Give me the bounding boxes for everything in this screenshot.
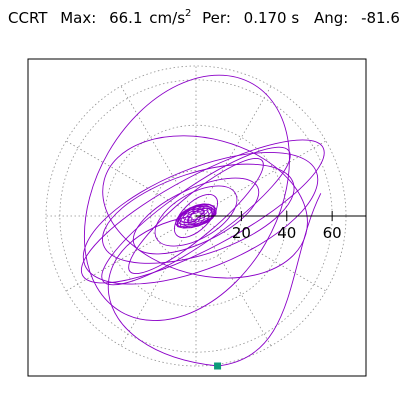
orbit-ellipse-1	[82, 152, 319, 285]
ang-label: Ang:	[313, 9, 349, 27]
peak-marker	[214, 362, 222, 370]
orbit-ellipse-3	[102, 163, 295, 264]
orbit-center-cluster	[175, 203, 217, 229]
grid-spoke-30	[195, 140, 327, 217]
grid-spoke-300	[195, 215, 272, 347]
max-value: 66.1	[109, 9, 143, 27]
grid-spoke-330	[195, 215, 327, 292]
per-value: 0.170 s	[243, 9, 300, 27]
chart-header: CCRT Max: 66.1 cm/s2 Per: 0.170 s Ang: -…	[8, 8, 400, 27]
orbit-peak-loop	[107, 193, 322, 367]
max-unit-exponent: 2	[185, 8, 192, 19]
x-axis-tick-label-1: 40	[277, 224, 296, 242]
grid-spoke-120	[120, 85, 197, 217]
ang-value: -81.6	[361, 9, 400, 27]
orbit-ellipse-9	[174, 194, 218, 238]
x-axis-tick-label-0: 20	[232, 224, 251, 242]
orbit-ellipse-0	[80, 139, 325, 284]
station-label: CCRT	[8, 9, 48, 27]
max-unit: cm/s	[149, 9, 186, 27]
plot-frame	[27, 58, 367, 377]
max-label: Max:	[60, 9, 97, 27]
x-axis-tick-label-2: 60	[323, 224, 342, 242]
orbit-ellipse-8	[154, 185, 238, 247]
per-label: Per:	[202, 9, 231, 27]
orbit-traces	[80, 74, 325, 367]
orbit-ellipse-5	[132, 177, 260, 255]
orbit-ellipse-4	[128, 157, 264, 275]
orbit-ellipse-6	[83, 74, 290, 321]
